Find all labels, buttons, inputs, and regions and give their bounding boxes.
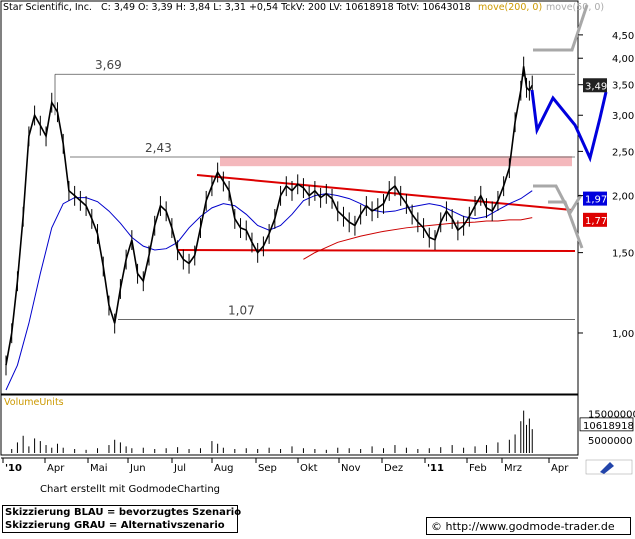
volume-last-bg	[579, 417, 634, 432]
y-tick-label-2: 2,00	[612, 192, 634, 203]
scenario-sketch-layer	[530, 4, 608, 249]
header-ma200-label: move(200, 0)	[478, 2, 542, 13]
badge-bg-1	[583, 191, 607, 206]
series-ma200	[303, 217, 533, 260]
x-tick-label-9: Dez	[384, 463, 403, 474]
x-tick-label-1: Apr	[47, 463, 65, 474]
x-tick-label-2: Mai	[90, 463, 108, 474]
price-axis-layer: 1,00 1,50 2,00 2,50 3,00 3,50 4,00 4,50	[578, 31, 634, 340]
x-tick-label-4: Jul	[173, 463, 186, 474]
value-badges-layer: 3,49 1,97 1,77	[583, 78, 607, 227]
y-tick-label-3: 2,50	[612, 147, 634, 158]
website-url[interactable]: http://www.godmode-trader.de	[445, 520, 615, 533]
volume-tick-label-1: 5000000	[588, 436, 633, 447]
y-tick-label-1: 1,50	[612, 249, 634, 260]
x-tick-label-6: Sep	[258, 463, 277, 474]
x-tick-label-10: '11	[427, 463, 444, 474]
x-tick-label-8: Nov	[341, 463, 361, 474]
chart-tool-icon[interactable]	[585, 459, 633, 475]
note-gray: Skizzierung GRAU = Alternativszenario	[5, 520, 225, 531]
volume-last-label: 10618918	[583, 421, 634, 432]
trendlines-layer	[177, 174, 576, 252]
level-label-2: 1,07	[228, 304, 255, 318]
level-label-0: 3,69	[95, 58, 122, 72]
scenario-gray-down	[548, 200, 584, 249]
badge-label-1: 1,97	[585, 195, 607, 206]
trendline-upper	[196, 174, 573, 211]
resistance-zone	[220, 156, 572, 167]
x-tick-label-11: Feb	[469, 463, 487, 474]
volume-panel-frame	[0, 394, 579, 456]
trendline-lower	[177, 249, 576, 252]
level-label-1: 2,43	[145, 141, 172, 155]
header-security: Star Scientific, Inc.	[3, 2, 92, 13]
y-tick-label-6: 4,00	[612, 54, 634, 65]
note-blue: Skizzierung BLAU = bevorzugtes Szenario	[5, 507, 242, 518]
price-layer	[5, 56, 533, 376]
scenario-gray-mid	[533, 184, 583, 217]
scenario-gray-up	[533, 4, 589, 52]
x-tick-label-3: Jun	[129, 463, 146, 474]
credit-text: Chart erstellt mit GodmodeCharting	[40, 484, 220, 495]
scenario-notes-box: Skizzierung BLAU = bevorzugtes Szenario …	[2, 505, 242, 533]
x-tick-label-12: Mrz	[504, 463, 522, 474]
header-ma50-label: move(50, 0)	[546, 2, 604, 13]
y-tick-label-5: 3,50	[612, 81, 634, 92]
time-axis-layer: '10 Apr Mai Jun Jul Aug Sep Okt Nov Dez '11 Feb Mrz A…	[2, 458, 569, 474]
header-ohlc-line: C: 3,49 O: 3,39 H: 3,84 L: 3,31 +0,54 Tc…	[101, 2, 471, 13]
badge-bg-2	[583, 212, 607, 227]
x-tick-label-7: Okt	[300, 463, 318, 474]
series-price	[5, 66, 533, 366]
copyright-symbol: ©	[431, 520, 442, 533]
x-tick-label-5: Aug	[214, 463, 234, 474]
scenario-blue	[530, 89, 608, 163]
price-panel-frame	[0, 0, 579, 395]
resistance-zone-layer	[220, 156, 572, 167]
badge-label-0: 3,49	[585, 81, 607, 92]
volume-panel-title: VolumeUnits	[4, 397, 64, 408]
volume-tick-label-0: 15000000	[588, 409, 635, 420]
y-tick-label-0: 1,00	[612, 329, 634, 340]
volume-layer: 15000000 5000000 10618918	[11, 409, 635, 453]
badge-bg-0	[583, 78, 607, 93]
horizontal-levels-layer: 3,69 2,43 1,07	[54, 58, 575, 320]
y-tick-label-7: 4,50	[612, 31, 634, 42]
badge-label-2: 1,77	[585, 216, 607, 227]
x-tick-label-13: Apr	[551, 463, 569, 474]
y-tick-label-4: 3,00	[612, 111, 634, 122]
copyright-box[interactable]: © http://www.godmode-trader.de	[426, 517, 631, 535]
x-tick-label-0: '10	[5, 463, 22, 474]
